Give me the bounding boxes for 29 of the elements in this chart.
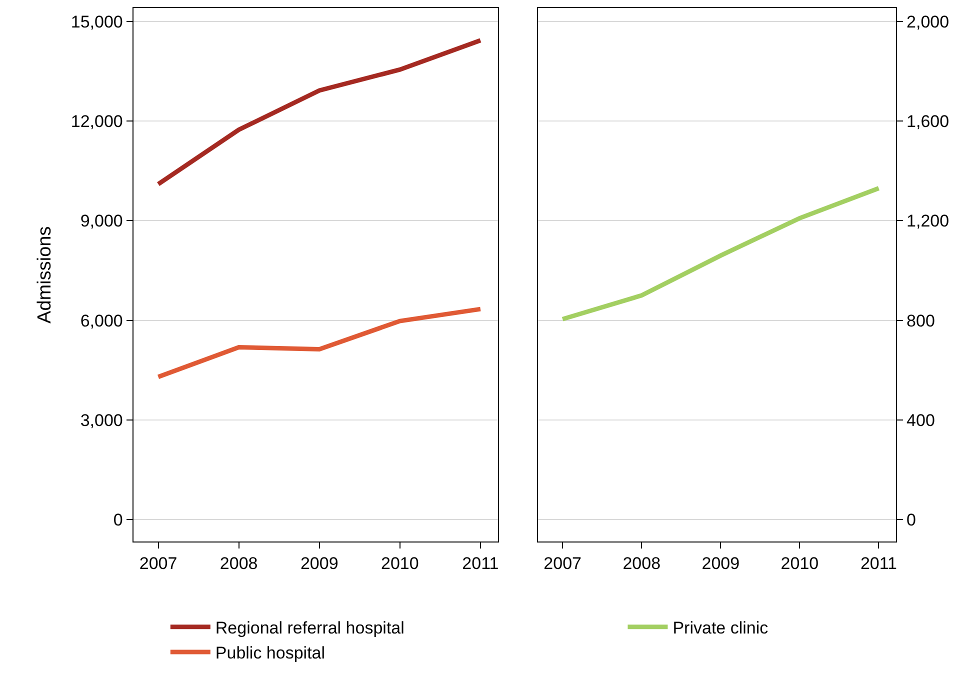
- x-tick-label: 2008: [220, 554, 258, 573]
- line-series: [156, 306, 483, 380]
- x-tick-label: 2010: [780, 554, 819, 573]
- y-tick-label: 12,000: [70, 112, 123, 132]
- y-tick-label: 1,600: [906, 112, 950, 131]
- y-tick-label: 3,000: [80, 410, 123, 430]
- legend-label: Regional referral hospital: [215, 618, 404, 638]
- y-tick-label: 1,200: [906, 212, 950, 231]
- y-tick-label: 400: [906, 410, 935, 430]
- legend-label: Public hospital: [215, 644, 326, 663]
- y-tick-label: 6,000: [80, 311, 123, 330]
- x-tick-label: 2011: [860, 554, 898, 573]
- y-axis-title: Admissions: [34, 226, 56, 324]
- y-tick-label: 2,000: [906, 12, 950, 32]
- x-tick-label: 2009: [702, 554, 740, 573]
- x-tick-label: 2010: [380, 554, 419, 573]
- x-tick-label: 2009: [300, 554, 338, 573]
- y-tick-label: 0: [906, 510, 916, 530]
- y-tick-label: 0: [113, 510, 123, 530]
- x-tick-label: 2008: [622, 554, 661, 573]
- line-series: [560, 186, 881, 322]
- x-tick-label: 2011: [462, 554, 499, 573]
- y-tick-label: 9,000: [80, 212, 123, 231]
- line-series: [156, 38, 483, 186]
- y-tick-label: 15,000: [70, 12, 123, 32]
- x-tick-label: 2007: [544, 554, 582, 573]
- legend-label: Private clinic: [672, 618, 769, 638]
- x-tick-label: 2007: [139, 554, 178, 573]
- y-tick-label: 800: [906, 311, 935, 330]
